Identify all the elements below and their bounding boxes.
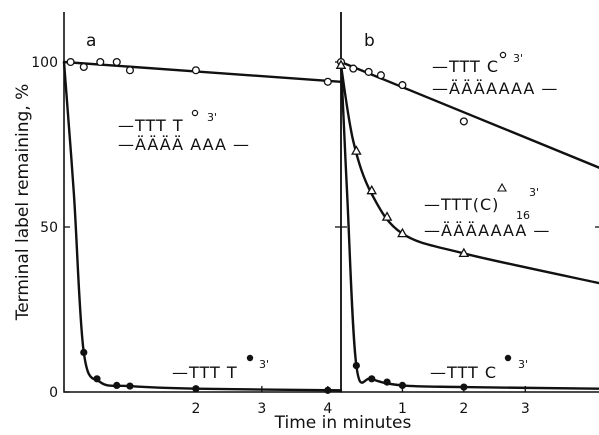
data-point-open-circle xyxy=(191,66,200,75)
data-point-filled-circle xyxy=(93,375,101,383)
panel-b-curves xyxy=(339,60,599,390)
fit-curve-filled-circle xyxy=(62,60,343,392)
label-b-open-circle xyxy=(499,51,507,59)
label-b-filled-line1: —TTT C xyxy=(430,363,497,382)
fit-curve-open-triangle xyxy=(339,64,599,285)
data-point-filled-circle xyxy=(80,348,88,356)
data-point-filled-circle xyxy=(460,383,468,391)
data-point-open-circle xyxy=(376,71,385,80)
data-point-open-circle xyxy=(125,66,135,75)
label-a-open-circle xyxy=(191,109,199,117)
label-a-filled: —TTT T 3' xyxy=(172,354,269,382)
label-b-tri-line1: —TTT(C) xyxy=(424,195,499,214)
data-point-filled-circle xyxy=(126,382,134,390)
y-axis-title: Terminal label remaining, % xyxy=(13,84,33,322)
panel-b: b 1 2 3 xyxy=(335,12,599,417)
label-a-open-sup: 3' xyxy=(207,111,217,124)
label-a-filled-line1: —TTT T xyxy=(172,363,238,382)
label-a-filled-dot xyxy=(246,354,254,362)
panel-a-letter: a xyxy=(86,31,96,51)
data-point-filled-circle xyxy=(324,386,332,394)
fit-curve-open-circle xyxy=(62,60,343,83)
data-point-open-triangle xyxy=(335,59,347,69)
x-tick-label: 1 xyxy=(398,401,407,417)
label-b-tri-triangle xyxy=(497,182,507,192)
x-tick-label: 2 xyxy=(459,401,468,417)
label-b-tri-sub: 16 xyxy=(516,209,530,222)
panel-b-frame xyxy=(340,12,599,393)
label-b-filled: —TTT C 3' xyxy=(430,354,528,382)
y-tick-label: 50 xyxy=(40,220,58,236)
data-point-open-triangle xyxy=(381,211,393,221)
x-tick-label: 3 xyxy=(257,401,266,417)
data-point-filled-circle xyxy=(383,378,391,386)
fit-curve-open-circle xyxy=(339,60,599,169)
data-point-open-circle xyxy=(323,77,332,86)
label-b-tri-line2: —ÄÄÄAAAA — xyxy=(424,221,550,240)
y-tick-label: 0 xyxy=(49,385,58,401)
panel-a-points xyxy=(66,57,332,394)
label-b-filled-sup: 3' xyxy=(518,358,528,371)
data-point-open-circle xyxy=(96,57,105,67)
panel-a-curves xyxy=(62,60,343,392)
label-b-open-sup: 3' xyxy=(513,52,523,65)
x-tick-label: 4 xyxy=(323,401,332,417)
panel-a: a 2 3 4 0 50 100 xyxy=(31,12,343,417)
data-point-filled-circle xyxy=(113,381,121,389)
label-b-tri-sup: 3' xyxy=(529,186,539,199)
data-point-filled-circle xyxy=(352,362,360,370)
data-point-open-triangle xyxy=(458,247,470,258)
panel-b-points xyxy=(335,57,470,391)
data-point-open-circle xyxy=(459,117,468,126)
label-b-open-line1: —TTT C xyxy=(432,57,499,76)
data-point-filled-circle xyxy=(192,385,200,393)
data-point-filled-circle xyxy=(398,381,407,389)
label-a-filled-sup: 3' xyxy=(259,358,269,371)
data-point-open-triangle xyxy=(397,227,408,238)
x-tick-label: 2 xyxy=(191,401,200,417)
data-point-open-circle xyxy=(112,57,121,67)
label-b-triangle: —TTT(C) 16 3' —ÄÄÄAAAA — xyxy=(424,182,550,240)
data-point-open-circle xyxy=(364,67,373,76)
label-a-open: —TTT T 3' —ÄÄÄÄ AAA — xyxy=(118,109,250,154)
label-b-open-line2: —ÄÄÄAAAA — xyxy=(432,79,558,98)
x-axis-title: Time in minutes xyxy=(274,413,412,433)
data-point-open-circle xyxy=(79,62,88,71)
label-a-open-line1: —TTT T xyxy=(118,116,184,135)
label-b-filled-dot xyxy=(504,354,512,362)
data-point-open-circle xyxy=(349,64,358,73)
data-point-open-circle xyxy=(398,81,407,90)
fit-curve-filled-circle xyxy=(339,60,599,390)
label-a-open-line2: —ÄÄÄÄ AAA — xyxy=(118,135,250,154)
panel-b-letter: b xyxy=(364,31,375,51)
data-point-open-circle xyxy=(66,57,75,67)
y-tick-label: 100 xyxy=(31,55,58,71)
data-point-open-triangle xyxy=(366,184,378,195)
data-point-filled-circle xyxy=(368,375,376,383)
label-b-open: —TTT C 3' —ÄÄÄAAAA — xyxy=(432,51,558,98)
panel-a-frame xyxy=(63,12,342,393)
data-point-open-triangle xyxy=(351,145,362,155)
x-tick-label: 3 xyxy=(521,401,530,417)
